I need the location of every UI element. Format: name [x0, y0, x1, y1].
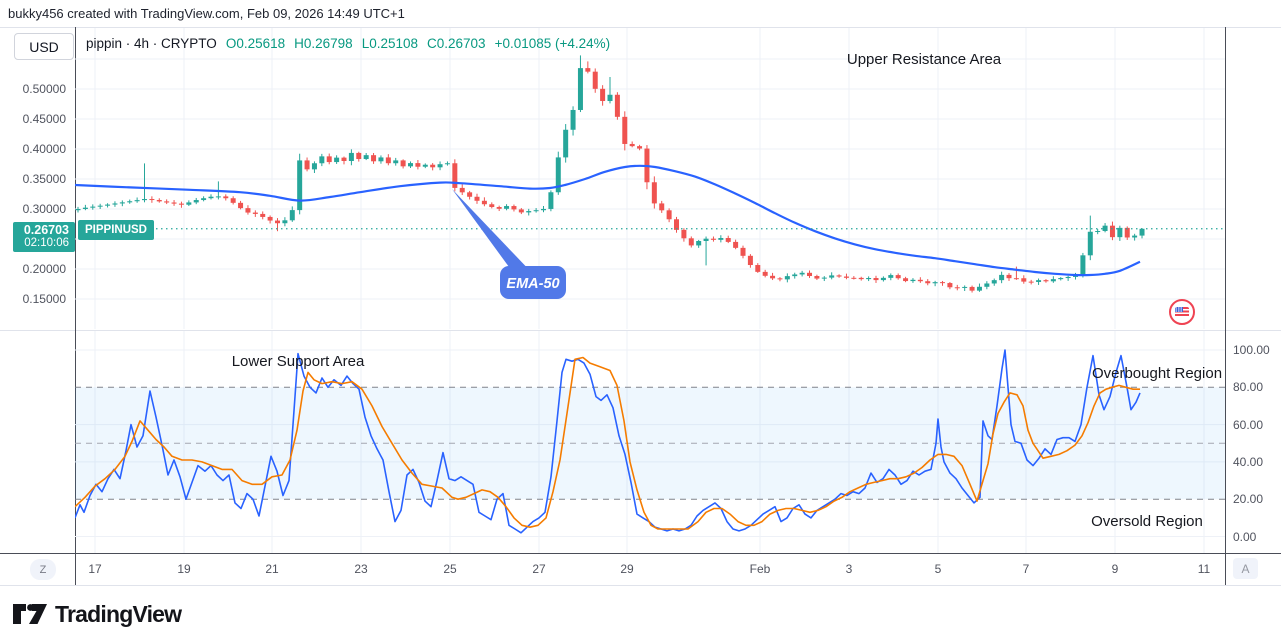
- overbought-annotation[interactable]: Overbought Region: [1092, 365, 1222, 382]
- indicator-axis-label: 0.00: [1233, 529, 1257, 544]
- auto-scale-button[interactable]: A: [1233, 558, 1258, 579]
- ema50-callout-label: EMA-50: [506, 276, 559, 292]
- time-axis-label: 21: [265, 562, 279, 576]
- chart-top-border: [0, 27, 1281, 28]
- time-axis-label: 27: [532, 562, 546, 576]
- oversold-annotation[interactable]: Oversold Region: [1091, 513, 1203, 530]
- tradingview-logo-text: TradingView: [55, 600, 182, 627]
- time-axis-line: [0, 553, 1281, 554]
- symbol-title[interactable]: pippin · 4h · CRYPTO: [86, 36, 217, 51]
- ohlc-low: L0.25108: [361, 36, 418, 51]
- indicator-axis-label: 20.00: [1233, 492, 1264, 507]
- last-price-badge: 0.26703 02:10:06: [13, 222, 75, 252]
- indicator-axis-label: 40.00: [1233, 454, 1264, 469]
- time-axis-label: 29: [620, 562, 634, 576]
- tradingview-logo-icon: [13, 604, 47, 624]
- indicator-axis-label: 60.00: [1233, 417, 1264, 432]
- price-axis-label: 0.50000: [22, 82, 66, 96]
- ohlc-high: H0.26798: [294, 36, 353, 51]
- right-axis-line: [1225, 27, 1226, 586]
- time-axis-label: 5: [934, 562, 942, 576]
- price-axis-label: 0.30000: [22, 202, 66, 216]
- last-price-value: 0.26703: [23, 223, 69, 237]
- indicator-axis-label: 80.00: [1233, 380, 1264, 395]
- us-flag-event-icon[interactable]: [1169, 299, 1195, 325]
- price-axis-label: 0.20000: [22, 262, 66, 276]
- time-axis-label: 7: [1022, 562, 1030, 576]
- indicator-axis-label: 100.00: [1233, 343, 1270, 357]
- ema50-callout[interactable]: EMA-50: [452, 189, 566, 299]
- price-axis-label: 0.45000: [22, 112, 66, 126]
- tradingview-logo[interactable]: TradingView: [12, 600, 182, 628]
- time-axis-label: 3: [845, 562, 853, 576]
- stochastic-lines: [75, 349, 1141, 534]
- indicator-gridlines: [75, 331, 1225, 553]
- pane-separator[interactable]: [0, 330, 1281, 331]
- lower-support-annotation[interactable]: Lower Support Area: [232, 353, 365, 370]
- price-axis-label: 0.35000: [22, 172, 66, 186]
- ema50-line: [75, 164, 1141, 277]
- upper-resistance-annotation[interactable]: Upper Resistance Area: [847, 51, 1002, 68]
- symbol-header[interactable]: pippin · 4h · CRYPTO O0.25618 H0.26798 L…: [86, 36, 610, 51]
- main-gridlines: [75, 28, 1225, 329]
- time-axis-label: 11: [1197, 562, 1211, 576]
- ohlc-change: +0.01085 (+4.24%): [494, 36, 611, 51]
- time-axis-label: 23: [354, 562, 368, 576]
- left-axis-line: [75, 27, 76, 586]
- time-axis-label: 19: [177, 562, 191, 576]
- timezone-button[interactable]: Z: [30, 559, 56, 580]
- time-axis-label: Feb: [749, 562, 771, 576]
- ohlc-open: O0.25618: [225, 36, 286, 51]
- time-axis-label: 17: [88, 562, 102, 576]
- attribution-text: bukky456 created with TradingView.com, F…: [8, 6, 405, 21]
- time-axis-label: 9: [1111, 562, 1119, 576]
- bottom-border: [0, 585, 1281, 586]
- ohlc-close: C0.26703: [427, 36, 486, 51]
- symbol-price-label: PIPPINUSD: [78, 220, 154, 240]
- us-flag-image: [1175, 306, 1189, 318]
- time-axis-label: 25: [443, 562, 457, 576]
- currency-button[interactable]: USD: [14, 33, 74, 60]
- bar-countdown: 02:10:06: [24, 237, 69, 249]
- price-axis-label: 0.15000: [22, 292, 66, 306]
- price-axis-label: 0.40000: [22, 142, 66, 156]
- candlestick-series: [75, 55, 1145, 293]
